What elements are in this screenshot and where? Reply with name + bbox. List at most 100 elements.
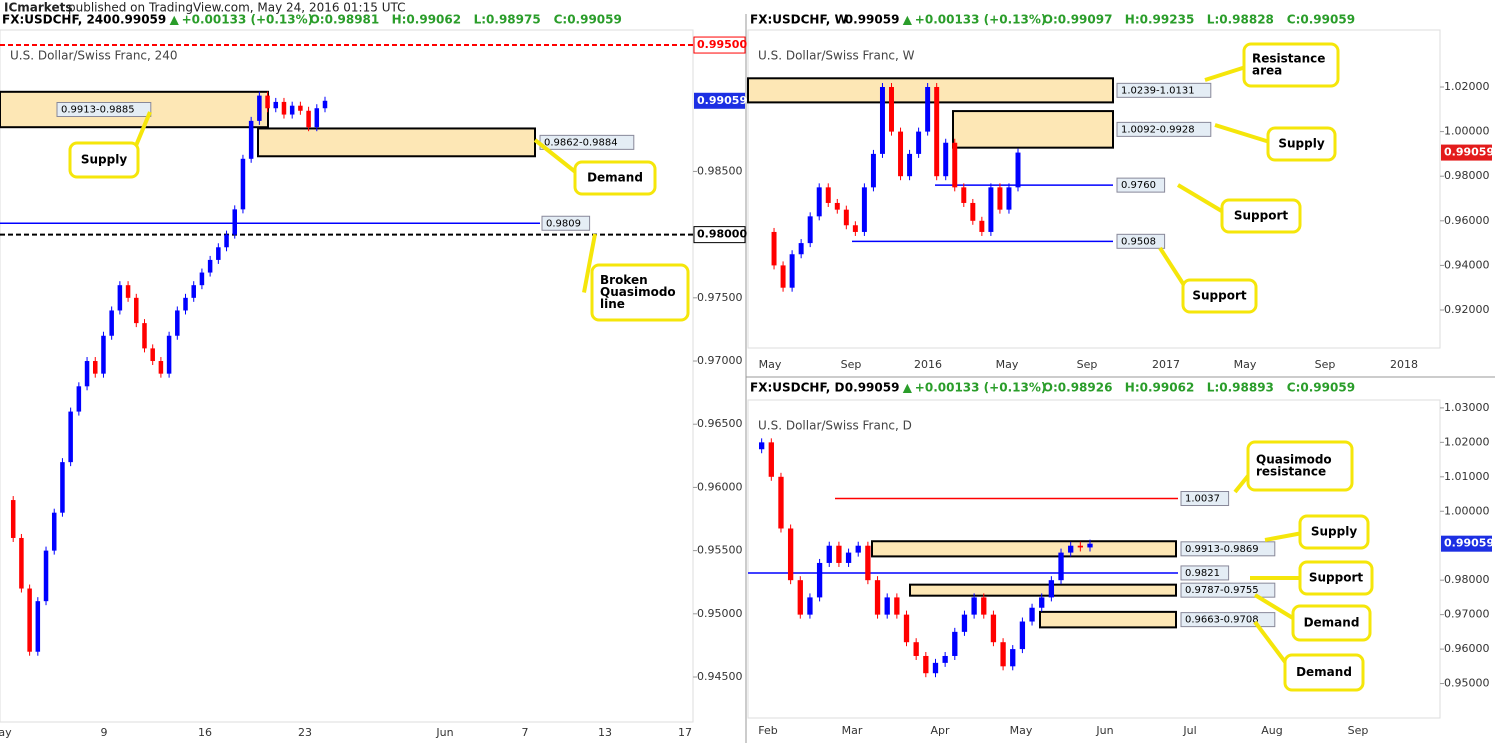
price-label-box (693, 226, 746, 244)
candle (925, 86, 931, 132)
zone-label: 0.9913-0.9885 (61, 105, 135, 116)
candle (787, 528, 794, 581)
x-tick-label: Jun (435, 726, 453, 739)
candle (84, 361, 90, 387)
x-tick-label: Sep (1077, 358, 1098, 371)
candle (971, 597, 977, 615)
info-c: C:0.99059 (1287, 13, 1355, 27)
candle (281, 101, 287, 115)
candle (913, 642, 919, 656)
info-change: +0.00133 (+0.13%) (915, 381, 1047, 395)
y-tick-label: 0.94000 (1444, 258, 1490, 271)
candle (273, 101, 279, 109)
x-tick-label: Mar (842, 724, 863, 737)
candle (961, 614, 968, 632)
callout-text: Supply (1311, 525, 1357, 539)
candle (970, 202, 976, 221)
callout-text: Supply (81, 153, 127, 167)
candle (51, 512, 57, 551)
y-tick-label: 0.98500 (697, 164, 743, 177)
callout (1220, 198, 1302, 234)
candle (1039, 597, 1045, 608)
candle (988, 187, 994, 232)
info-c: C:0.99059 (554, 13, 622, 27)
candle (997, 187, 1003, 210)
brand: ICmarkets (4, 1, 72, 15)
candle (852, 225, 858, 232)
candle (816, 562, 823, 598)
x-tick-label: Apr (930, 724, 950, 737)
callout (1242, 42, 1340, 88)
line-label: 0.9760 (1121, 180, 1156, 191)
info-l: L:0.98975 (474, 13, 541, 27)
candle (979, 220, 985, 232)
y-tick-label: 0.98000 (1444, 573, 1490, 586)
callout (1266, 126, 1337, 162)
info-arrow: ▲ (903, 13, 913, 27)
x-tick-label: 2018 (1390, 358, 1418, 371)
callout-text: Demand (587, 171, 643, 185)
candle (298, 105, 303, 111)
y-tick-label: 0.95000 (697, 607, 743, 620)
x-tick-label: Jun (1095, 724, 1113, 737)
candle (216, 247, 221, 260)
callout (1298, 560, 1374, 596)
candle (158, 361, 164, 374)
callout-text: Demand (1304, 616, 1360, 630)
x-tick-label: Sep (1348, 724, 1369, 737)
candle (199, 272, 205, 286)
candle (1015, 152, 1021, 188)
candle (843, 209, 849, 226)
candle (1000, 642, 1006, 667)
candle (19, 537, 24, 589)
y-tick-label: 0.97500 (697, 291, 743, 304)
callout (1283, 653, 1365, 692)
candle (952, 142, 958, 188)
candle (68, 411, 73, 463)
callout-pointer (1214, 123, 1277, 146)
candle (183, 297, 188, 311)
label-box (1180, 565, 1230, 581)
candle (825, 187, 831, 203)
info-symbol: FX:USDCHF, W (750, 13, 848, 27)
info-h: H:0.99062 (1125, 381, 1195, 395)
y-tick-label: 0.95500 (697, 544, 743, 557)
line-label: 0.9821 (1185, 568, 1220, 579)
callout-text: Support (1234, 209, 1289, 223)
x-tick-label: May (1234, 358, 1257, 371)
candle (759, 442, 765, 450)
info-change: +0.00133 (+0.13%) (915, 13, 1047, 27)
y-tick-label: 0.96500 (697, 417, 743, 430)
callout-text: Quasimodo (600, 285, 676, 299)
candle (1006, 187, 1012, 210)
candle (874, 580, 881, 615)
candle (240, 158, 246, 210)
zone (257, 127, 536, 158)
label-box (1116, 121, 1212, 137)
candle (125, 285, 131, 298)
info-o: O:0.98981 (310, 13, 380, 27)
x-tick-label: 17 (678, 726, 692, 739)
info-o: O:0.99097 (1043, 13, 1113, 27)
candle (166, 335, 172, 374)
price-level-label: 0.98000 (697, 228, 747, 241)
line-label: 1.0037 (1185, 494, 1220, 505)
candle (43, 550, 49, 602)
chart-title: U.S. Dollar/Swiss Franc, W (758, 49, 915, 63)
candle (816, 187, 822, 217)
info-o: O:0.98926 (1043, 381, 1113, 395)
candle (76, 386, 82, 412)
info-last: 0.99059 (112, 13, 167, 27)
zone (909, 583, 1177, 597)
candle (1010, 649, 1016, 667)
candle (60, 462, 65, 513)
info-l: L:0.98828 (1207, 13, 1274, 27)
candle (916, 131, 922, 154)
price-label-box (693, 36, 746, 54)
last-price-label: 0.99059 (1444, 146, 1494, 159)
label-box (1180, 491, 1230, 507)
y-tick-label: 1.00000 (1444, 125, 1490, 138)
last-price-box (1441, 535, 1492, 552)
x-tick-label: May (996, 358, 1019, 371)
